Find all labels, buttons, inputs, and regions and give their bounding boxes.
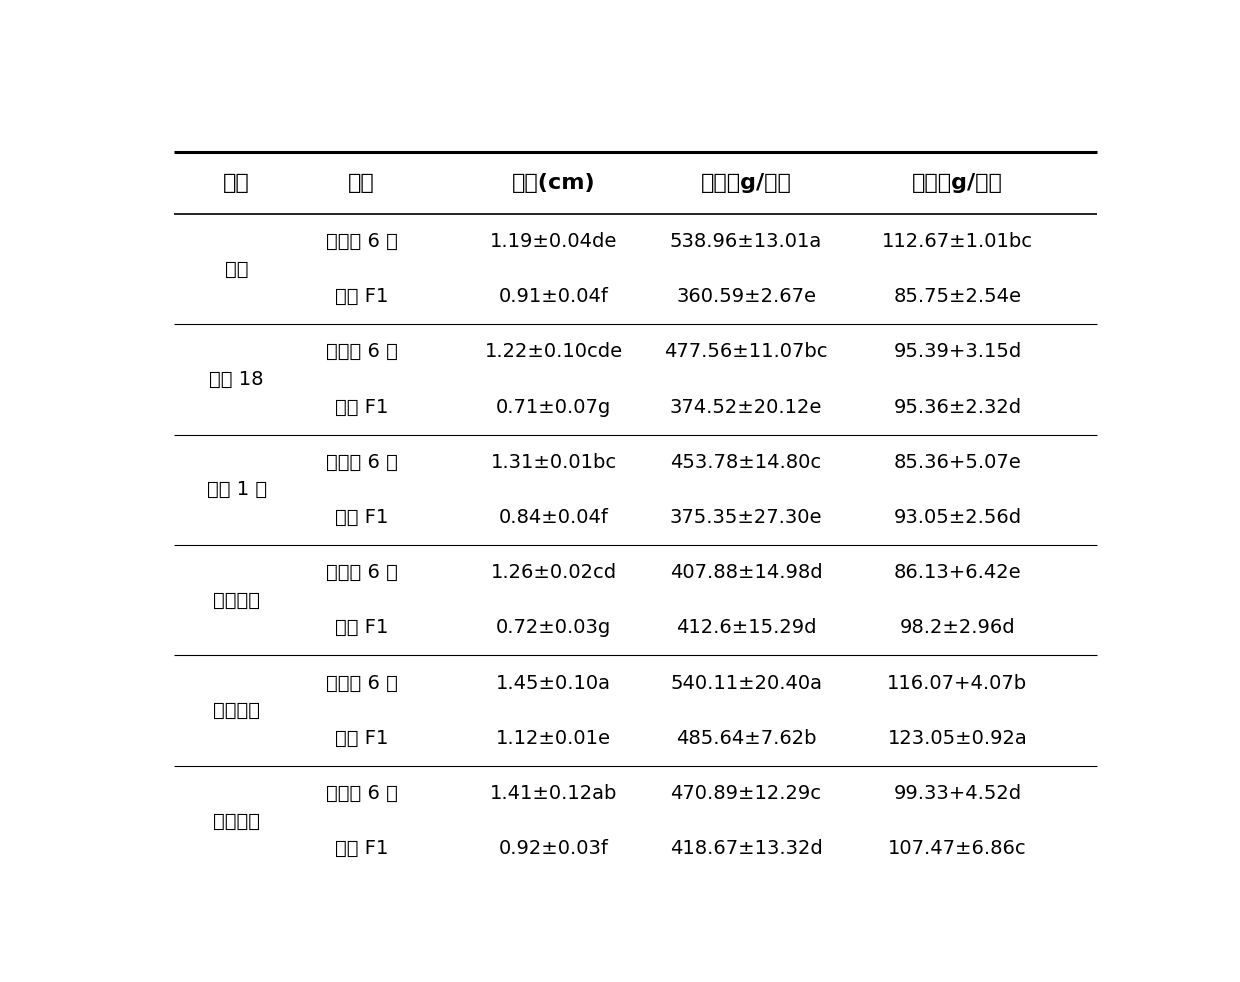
- Text: 中研红 6 号: 中研红 6 号: [326, 232, 398, 251]
- Text: 1.22±0.10cde: 1.22±0.10cde: [485, 343, 622, 361]
- Text: 中研红 6 号: 中研红 6 号: [326, 563, 398, 582]
- Text: 砧木: 砧木: [223, 173, 250, 192]
- Text: 99.33+4.52d: 99.33+4.52d: [893, 784, 1022, 803]
- Text: 0.84±0.04f: 0.84±0.04f: [498, 508, 609, 527]
- Text: 93.05±2.56d: 93.05±2.56d: [893, 508, 1022, 527]
- Text: 大力神根: 大力神根: [213, 591, 260, 610]
- Text: 98.2±2.96d: 98.2±2.96d: [900, 619, 1016, 637]
- Text: 0.71±0.07g: 0.71±0.07g: [496, 398, 611, 416]
- Text: 干重（g/株）: 干重（g/株）: [911, 173, 1003, 192]
- Text: 360.59±2.67e: 360.59±2.67e: [676, 287, 816, 306]
- Text: 中研红 6 号: 中研红 6 号: [326, 453, 398, 471]
- Text: 85.75±2.54e: 85.75±2.54e: [894, 287, 1022, 306]
- Text: 86.13+6.42e: 86.13+6.42e: [894, 563, 1022, 582]
- Text: 112.67±1.01bc: 112.67±1.01bc: [882, 232, 1033, 251]
- Text: 红玉 F1: 红玉 F1: [335, 398, 388, 416]
- Text: 红玉 F1: 红玉 F1: [335, 508, 388, 527]
- Text: 中研红 6 号: 中研红 6 号: [326, 343, 398, 361]
- Text: 果砧 1 号: 果砧 1 号: [207, 480, 267, 500]
- Text: 418.67±13.32d: 418.67±13.32d: [670, 840, 822, 858]
- Text: 0.91±0.04f: 0.91±0.04f: [498, 287, 609, 306]
- Text: 0.92±0.03f: 0.92±0.03f: [498, 840, 609, 858]
- Text: 407.88±14.98d: 407.88±14.98d: [670, 563, 822, 582]
- Text: 477.56±11.07bc: 477.56±11.07bc: [665, 343, 828, 361]
- Text: 95.39+3.15d: 95.39+3.15d: [893, 343, 1022, 361]
- Text: 红玉 F1: 红玉 F1: [335, 619, 388, 637]
- Text: 485.64±7.62b: 485.64±7.62b: [676, 729, 816, 747]
- Text: 1.12±0.01e: 1.12±0.01e: [496, 729, 611, 747]
- Text: 95.36±2.32d: 95.36±2.32d: [893, 398, 1022, 416]
- Text: 85.36+5.07e: 85.36+5.07e: [894, 453, 1022, 471]
- Text: 1.45±0.10a: 1.45±0.10a: [496, 674, 611, 692]
- Text: 鲜重（g/株）: 鲜重（g/株）: [701, 173, 791, 192]
- Text: 0.72±0.03g: 0.72±0.03g: [496, 619, 611, 637]
- Text: 540.11±20.40a: 540.11±20.40a: [670, 674, 822, 692]
- Text: 红玉 F1: 红玉 F1: [335, 729, 388, 747]
- Text: 453.78±14.80c: 453.78±14.80c: [671, 453, 822, 471]
- Text: 红玉 F1: 红玉 F1: [335, 840, 388, 858]
- Text: 1.31±0.01bc: 1.31±0.01bc: [491, 453, 616, 471]
- Text: 538.96±13.01a: 538.96±13.01a: [670, 232, 822, 251]
- Text: 107.47±6.86c: 107.47±6.86c: [888, 840, 1027, 858]
- Text: 1.19±0.04de: 1.19±0.04de: [490, 232, 618, 251]
- Text: 板砧 18: 板砧 18: [210, 370, 264, 389]
- Text: 123.05±0.92a: 123.05±0.92a: [888, 729, 1027, 747]
- Text: 对照: 对照: [224, 259, 248, 279]
- Text: 接穗: 接穗: [348, 173, 374, 192]
- Text: 茎粗(cm): 茎粗(cm): [512, 173, 595, 192]
- Text: 中研红 6 号: 中研红 6 号: [326, 674, 398, 692]
- Text: 1.26±0.02cd: 1.26±0.02cd: [491, 563, 616, 582]
- Text: 红玉 F1: 红玉 F1: [335, 287, 388, 306]
- Text: 中研红 6 号: 中研红 6 号: [326, 784, 398, 803]
- Text: 374.52±20.12e: 374.52±20.12e: [670, 398, 822, 416]
- Text: 托托斯加: 托托斯加: [213, 701, 260, 720]
- Text: 412.6±15.29d: 412.6±15.29d: [676, 619, 816, 637]
- Text: 116.07+4.07b: 116.07+4.07b: [888, 674, 1028, 692]
- Text: 1.41±0.12ab: 1.41±0.12ab: [490, 784, 618, 803]
- Text: 375.35±27.30e: 375.35±27.30e: [670, 508, 822, 527]
- Text: 470.89±12.29c: 470.89±12.29c: [671, 784, 822, 803]
- Text: 托鲁巴姆: 托鲁巴姆: [213, 811, 260, 831]
